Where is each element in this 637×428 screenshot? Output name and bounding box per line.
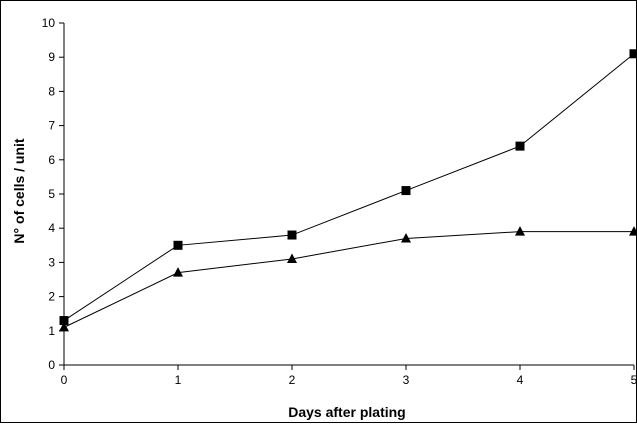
y-tick-label: 2 (48, 290, 55, 304)
y-tick-label: 0 (48, 358, 55, 372)
x-tick-label: 0 (61, 373, 68, 387)
y-tick-label: 9 (48, 50, 55, 64)
y-tick-label: 10 (42, 16, 56, 30)
data-point-square (402, 186, 411, 195)
y-tick-label: 1 (48, 324, 55, 338)
x-tick-label: 2 (289, 373, 296, 387)
y-tick-label: 6 (48, 153, 55, 167)
x-axis-title: Days after plating (288, 404, 405, 420)
x-tick-label: 3 (403, 373, 410, 387)
x-tick-label: 1 (175, 373, 182, 387)
data-point-square (288, 231, 297, 240)
y-tick-label: 8 (48, 84, 55, 98)
x-tick-label: 4 (517, 373, 524, 387)
y-tick-label: 4 (48, 221, 55, 235)
y-tick-label: 7 (48, 119, 55, 133)
y-tick-label: 5 (48, 187, 55, 201)
x-tick-label: 5 (631, 373, 637, 387)
data-point-square (630, 49, 637, 58)
data-point-square (516, 142, 525, 151)
y-axis-title: N° of cells / unit (11, 138, 27, 244)
data-point-square (174, 241, 183, 250)
y-tick-label: 3 (48, 255, 55, 269)
